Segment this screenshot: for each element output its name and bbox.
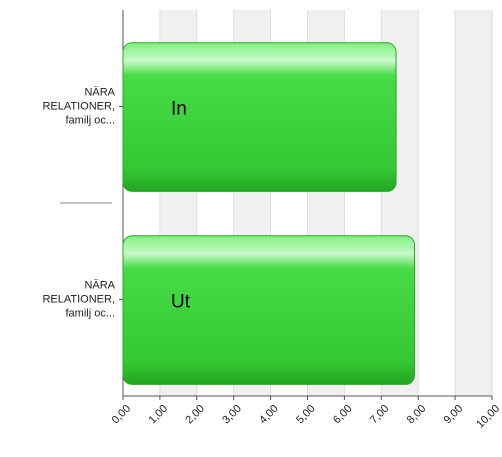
y-tick-label: familj oc... — [65, 307, 115, 319]
bar-label: In — [171, 99, 187, 120]
y-tick-label: RELATIONER, — [42, 100, 115, 112]
x-tick-label: 3,00 — [220, 403, 244, 427]
grid-band — [455, 10, 492, 396]
x-tick-label: 7,00 — [368, 403, 392, 427]
x-tick-label: 2,00 — [183, 403, 207, 427]
x-tick-label: 4,00 — [257, 403, 281, 427]
bar-label: Ut — [171, 292, 191, 313]
x-tick-label: 8,00 — [405, 403, 429, 427]
y-tick-label: NÄRA — [84, 86, 115, 98]
x-tick-label: 6,00 — [331, 403, 355, 427]
y-tick-label: RELATIONER, — [42, 293, 115, 305]
category-label: NÄRA RELATIONER, familj oc... — [42, 86, 115, 126]
bar — [122, 235, 416, 385]
x-tick-label: 1,00 — [146, 403, 170, 427]
bar — [122, 42, 397, 192]
x-tick-label: 9,00 — [442, 403, 466, 427]
x-tick-label: 5,00 — [294, 403, 318, 427]
x-tick-label: 10,00 — [474, 403, 502, 431]
category-label: NÄRA RELATIONER, familj oc... — [42, 279, 115, 319]
y-tick-label: familj oc... — [65, 114, 115, 126]
x-tick-label: 0,00 — [110, 403, 134, 427]
y-tick-label: NÄRA — [84, 279, 115, 291]
